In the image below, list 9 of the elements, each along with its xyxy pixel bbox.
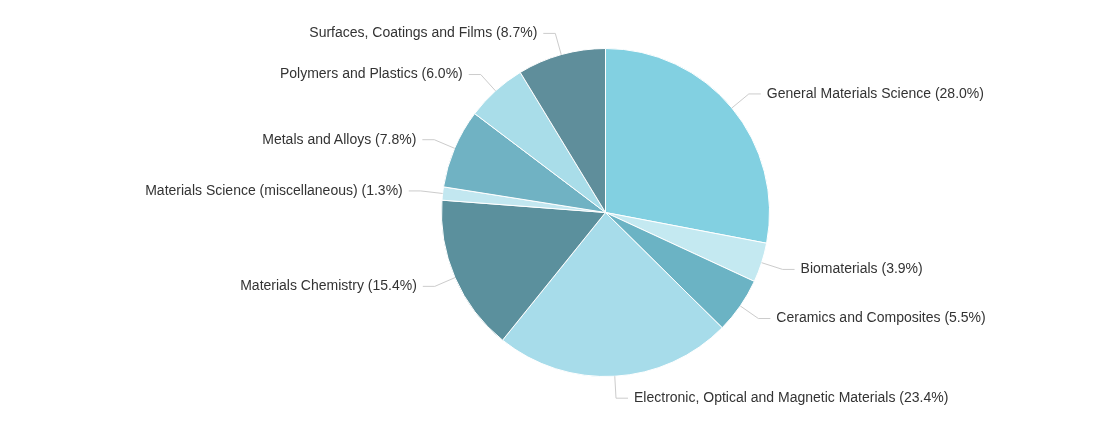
slice-label: Ceramics and Composites (5.5%)	[776, 309, 986, 326]
slice-label: Materials Science (miscellaneous) (1.3%)	[145, 181, 403, 198]
slice-label: Surfaces, Coatings and Films (8.7%)	[309, 24, 538, 41]
slice-label: General Materials Science (28.0%)	[766, 84, 984, 101]
slice-label: Polymers and Plastics (6.0%)	[279, 65, 463, 82]
slice-label: Electronic, Optical and Magnetic Materials (23.4%)	[634, 389, 949, 406]
slice-label: Metals and Alloys (7.8%)	[262, 130, 417, 147]
slice-label: Materials Chemistry (15.4%)	[240, 277, 417, 294]
slice-label: Biomaterials (3.9%)	[800, 260, 923, 277]
